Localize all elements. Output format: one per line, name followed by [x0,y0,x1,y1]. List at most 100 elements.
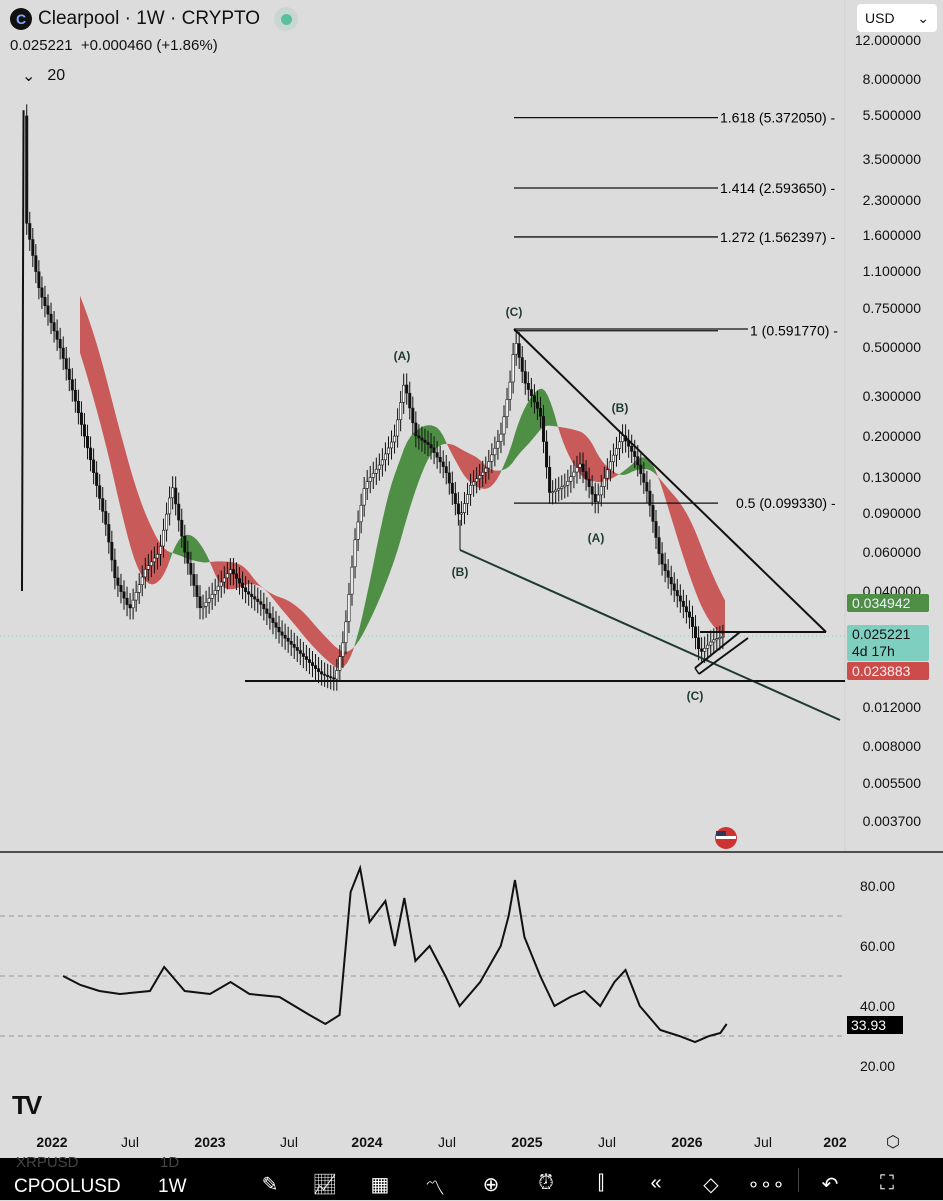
price-axis-label: 1.100000 [862,262,921,279]
ma-ribbon-segment [422,425,425,473]
ma-ribbon-segment [686,512,689,574]
candle-body [499,433,503,442]
market-status-icon[interactable] [274,7,299,31]
ma-ribbon-segment [530,394,533,443]
add-plus-icon[interactable]: ⊕ [482,1174,500,1196]
ma-ribbon-segment [695,530,698,599]
ma-ribbon-segment [269,592,272,598]
candle-body [690,616,694,627]
ma-ribbon-segment [137,490,140,573]
ma-ribbon-segment [92,329,95,404]
ma-ribbon-segment [215,561,218,580]
price-chart[interactable]: 1.618 (5.372050) - 1.414 (2.593650) - 1.27… [0,0,943,1160]
tradingview-logo[interactable]: TV [12,1090,42,1120]
candle-body [526,383,530,390]
interval-button[interactable]: 1W [158,1176,187,1197]
candle-body [551,491,555,494]
ma-ribbon-segment [113,404,116,489]
symbol-button[interactable]: CPOOLUSD [14,1176,121,1197]
candle-body [487,461,491,469]
ma-lower-tag: 0.023883 [847,662,929,680]
fullscreen-icon[interactable]: ⛶ [880,1172,894,1194]
more-icon[interactable]: ∘∘∘ [747,1174,785,1196]
ma-ribbon-segment [308,617,311,645]
candle-body [207,598,211,603]
chevron-down-icon: ⌄ [917,9,929,26]
candle-body [250,593,254,597]
replay-icon[interactable]: « [650,1172,662,1194]
candle-body [481,471,485,476]
candle-body [310,662,314,666]
candle-body [399,402,403,420]
candle-body [125,597,129,605]
wave-label[interactable]: (C) [506,305,523,319]
ma-ribbon-segment [665,484,668,508]
patterns-icon[interactable]: 〽 [425,1178,445,1200]
us-flag-icon[interactable] [715,827,737,849]
price-axis-label: 0.003700 [862,812,921,829]
candle-body [572,471,576,477]
candle-body [244,587,248,592]
drawing-pencil-icon[interactable]: ✎ [261,1174,279,1196]
wave-label[interactable]: (A) [588,531,605,545]
layers-icon[interactable]: ◇ [703,1174,719,1196]
symbol-header[interactable]: C Clearpool · 1W · CRYPTO [10,7,299,31]
currency-select[interactable]: USD ⌄ [857,4,937,32]
ma-ribbon-segment [509,443,512,467]
candle-body [633,451,637,457]
trend-line[interactable] [513,328,827,633]
ma-ribbon-segment [434,426,437,451]
ma-ribbon-segment [719,588,722,635]
candle-body [116,577,120,586]
settings-icon[interactable]: ⬡ [886,1134,900,1151]
ma-ribbon-segment [290,601,293,623]
candle-body [231,569,235,575]
previous-interval[interactable]: 1D [160,1154,180,1171]
candle-body [496,441,500,449]
ma-ribbon-segment [128,460,131,549]
indicators-toggle[interactable]: ⌄ 20 [22,66,65,86]
candle-body [709,641,713,646]
drawings[interactable]: 1.618 (5.372050) - 1.414 (2.593650) - 1.27… [245,110,845,721]
trend-line[interactable] [694,667,700,675]
ma-ribbon-segment [506,452,509,469]
candle-body [210,594,214,599]
alarm-clock-icon[interactable]: ⏰︎ [538,1172,554,1194]
previous-symbol[interactable]: XRPUSD [16,1154,79,1171]
toolbar-divider [798,1168,799,1192]
candle-body [76,400,80,414]
indicators-icon[interactable]: 📈︎ [312,1174,338,1196]
trend-line[interactable] [694,631,741,669]
candle-body [326,675,330,677]
ma-ribbon-segment [464,450,467,480]
fib-level-label: 1.414 (2.593650) - [720,180,836,196]
ma-ribbon-segment [503,460,506,470]
candle-body [92,459,96,473]
ma-ribbon-segment [131,470,134,558]
candle-type-icon[interactable]: ⫿ [597,1172,605,1194]
candle-body [64,358,68,370]
ma-ribbon-segment [572,429,575,467]
time-axis-label: Jul [598,1134,616,1150]
candle-body [368,477,372,482]
wave-label[interactable]: (C) [687,689,704,703]
candle-body [119,585,123,593]
trend-line[interactable] [698,637,749,675]
candle-body [374,468,378,474]
candle-body [578,463,582,468]
fib-level-label: 1.618 (5.372050) - [720,110,836,126]
wave-label[interactable]: (B) [612,401,629,415]
layout-grid-icon[interactable]: ▦ [370,1174,390,1196]
candle-body [475,478,479,483]
ma-ribbon-segment [533,391,536,439]
undo-icon[interactable]: ↶ [821,1174,839,1196]
candle-body [687,611,691,618]
ma-ribbon-segment [80,295,83,363]
ma-ribbon-segment [410,433,413,508]
candle-body [104,511,108,525]
ma-ribbon-segment [494,470,497,484]
wave-label[interactable]: (A) [394,349,411,363]
trend-line[interactable] [459,549,841,721]
wave-label[interactable]: (B) [452,565,469,579]
candle-body [222,577,226,583]
